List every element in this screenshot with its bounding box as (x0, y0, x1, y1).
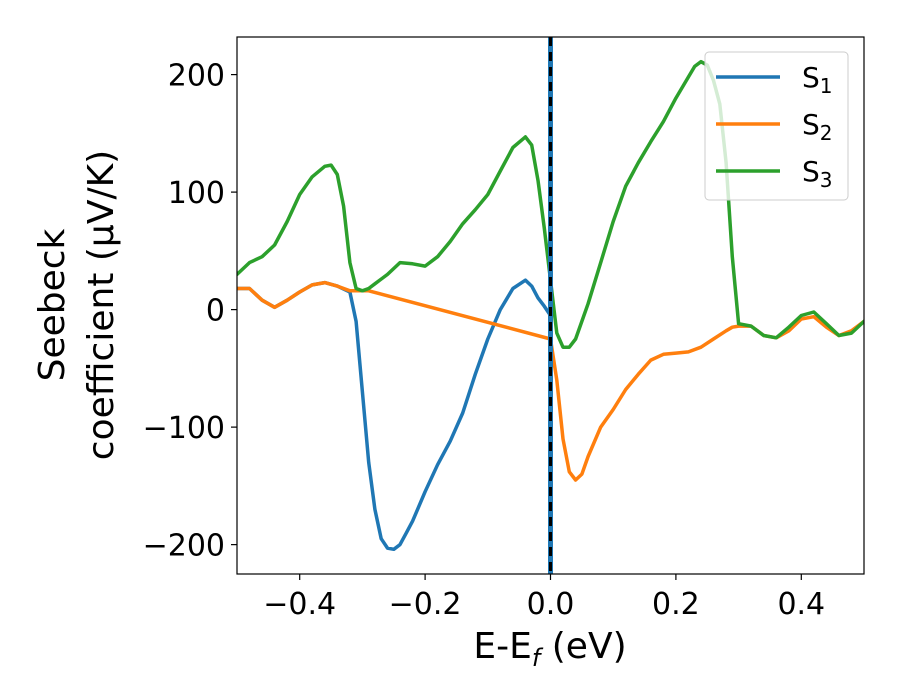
y-axis-label-line1: Seebeck (32, 228, 73, 381)
x-axis-label: E-Ef (eV) (473, 626, 626, 672)
y-tick-label: −200 (143, 529, 225, 564)
y-tick-label: 200 (168, 59, 225, 94)
x-tick-label: 0.0 (527, 587, 575, 622)
y-axis-label: Seebeck coefficient (μV/K) (32, 150, 122, 460)
y-tick-label: 100 (168, 176, 225, 211)
x-tick-label: −0.4 (263, 587, 336, 622)
legend-label-3: S3 (802, 155, 833, 192)
y-ticks: 200 100 0 −100 −200 (143, 59, 237, 564)
legend-label-2: S2 (802, 108, 833, 145)
x-ticks: −0.4 −0.2 0.0 0.2 0.4 (263, 574, 825, 622)
x-tick-label: −0.2 (389, 587, 462, 622)
series-line-1 (237, 278, 553, 552)
y-tick-label: 0 (206, 294, 225, 329)
legend-box (704, 51, 849, 201)
x-tick-label: 0.2 (652, 587, 700, 622)
legend: S1 S2 S3 (704, 51, 849, 201)
legend-label-1: S1 (802, 61, 833, 98)
legend-entries: S1 S2 S3 (716, 61, 833, 192)
x-tick-label: 0.4 (777, 587, 825, 622)
y-axis-label-line2: coefficient (μV/K) (81, 150, 122, 460)
y-tick-label: −100 (143, 411, 225, 446)
